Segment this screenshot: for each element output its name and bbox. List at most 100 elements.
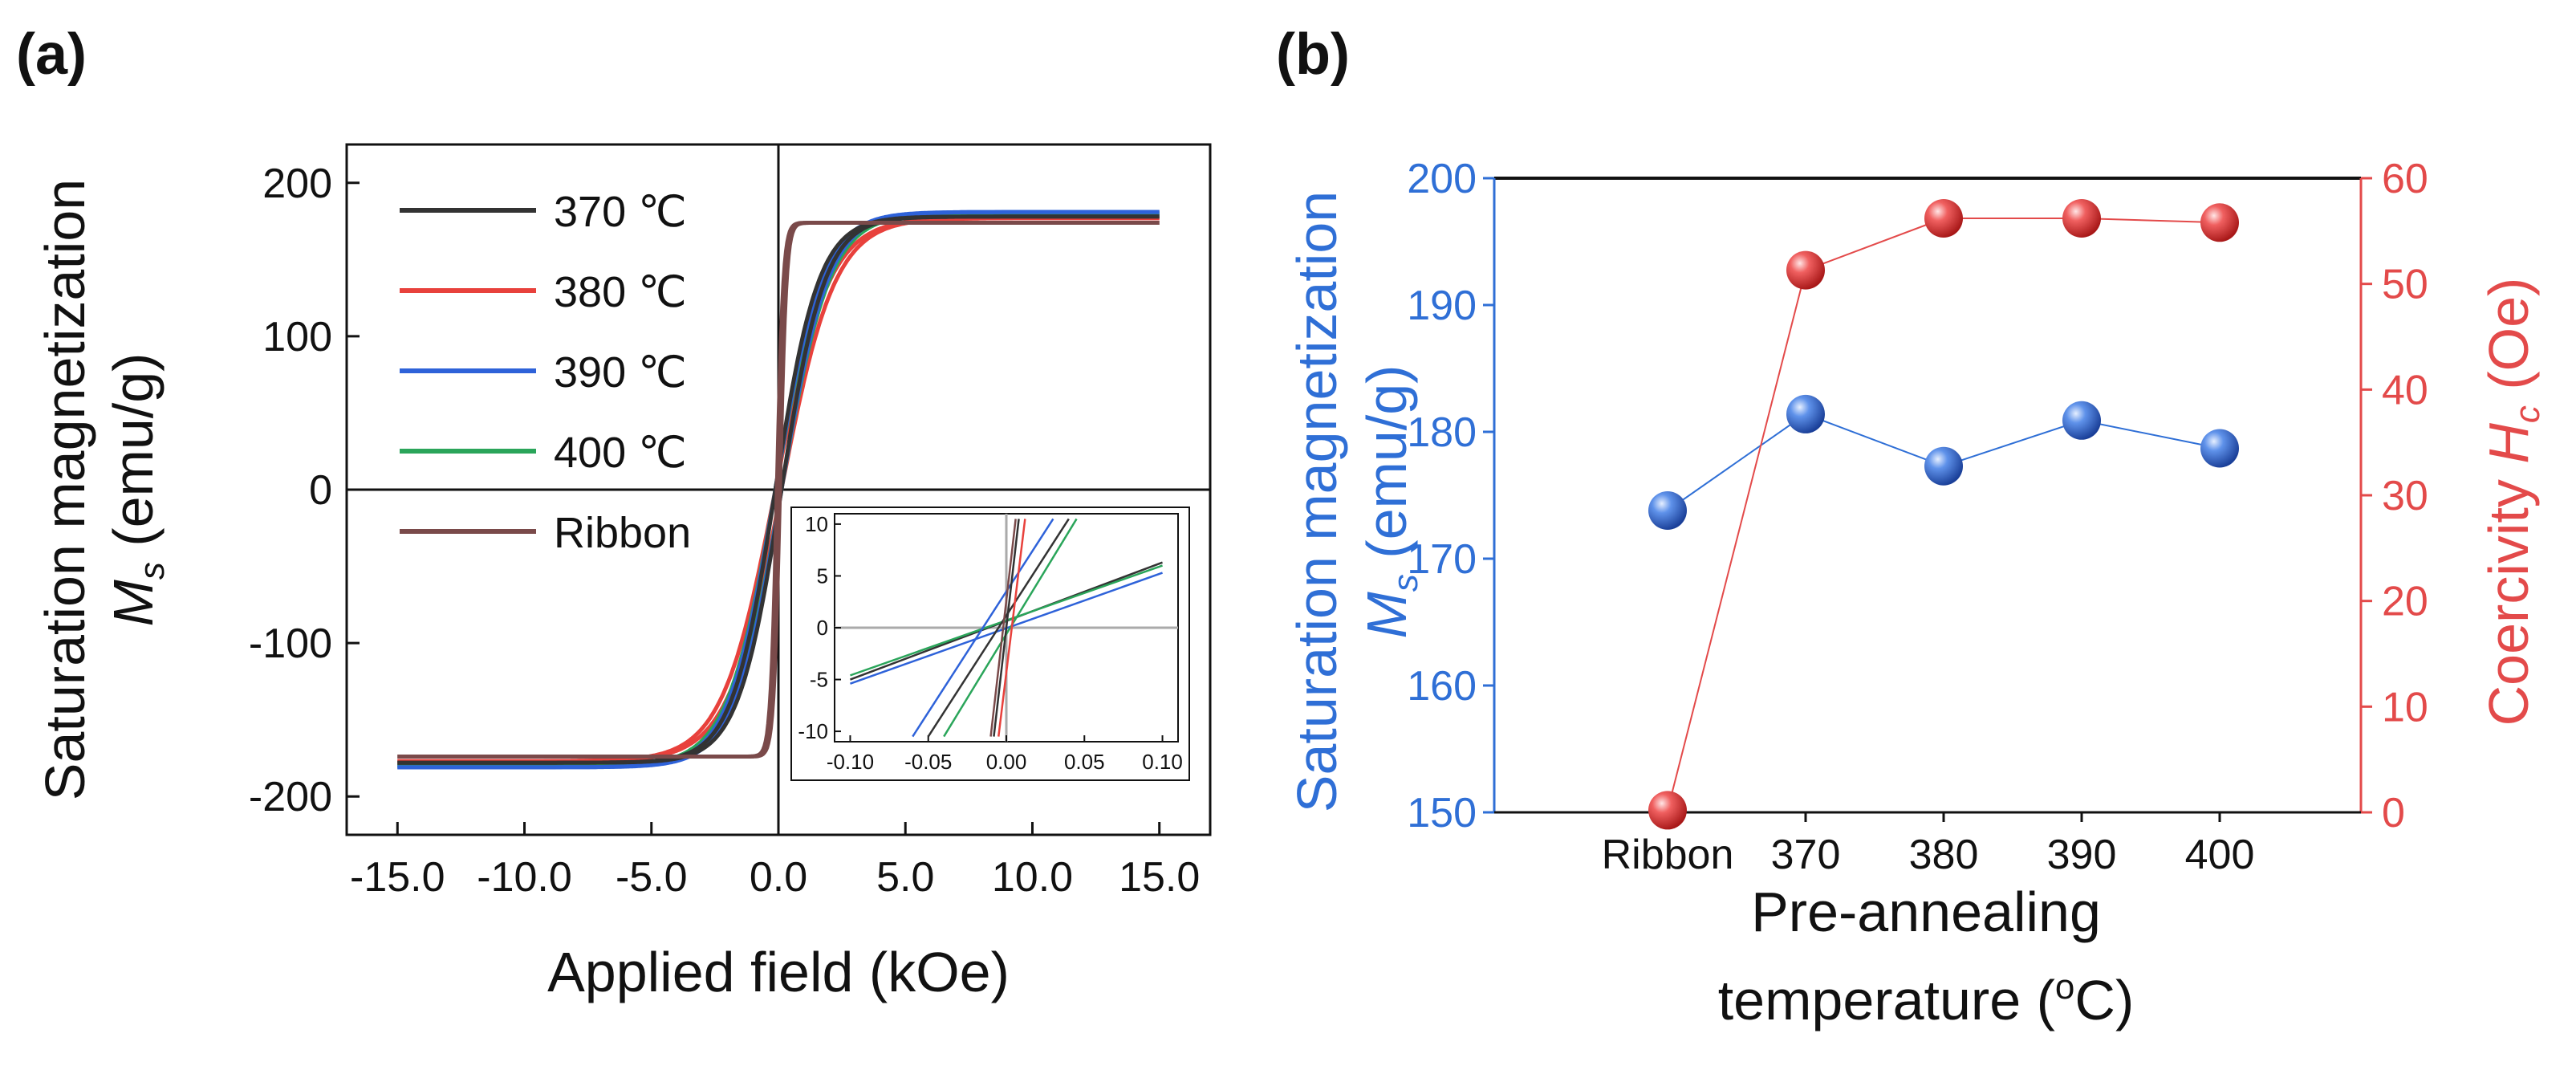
x-tick-label: -10.0 xyxy=(477,854,572,901)
left-tick-label: 170 xyxy=(1407,536,1477,583)
right-tick-label: 10 xyxy=(2382,684,2428,730)
inset-line xyxy=(912,518,1054,738)
ms-point xyxy=(1648,491,1687,530)
inset-x-tick-label: 0.05 xyxy=(1064,750,1105,774)
inset-line xyxy=(997,519,1026,737)
inset-x-tick-label: -0.10 xyxy=(827,750,874,774)
inset-x-tick-label: -0.05 xyxy=(904,750,952,774)
b-left-axis-title-line2: Ms (emu/g) xyxy=(1355,365,1425,639)
b-left-title-units: (emu/g) xyxy=(1355,365,1418,575)
x-tick-label: 380 xyxy=(1909,832,1979,878)
b-right-axis-title: Coercivity Hc (Oe) xyxy=(2477,278,2547,726)
b-series-lines xyxy=(1667,218,2220,811)
x-axis-title-line1: Pre-annealing xyxy=(1751,881,2101,943)
hc-point xyxy=(1786,250,1825,290)
b-series-points xyxy=(1648,199,2239,830)
inset-plot: -0.10 -0.05 0.00 0.05 0.10 -10 -5 0 5 10 xyxy=(790,507,1190,781)
x-tick-label: 390 xyxy=(2047,832,2117,878)
x-tick-label: -5.0 xyxy=(616,854,688,901)
x-tick-label: Ribbon xyxy=(1602,832,1734,878)
hc-point xyxy=(2062,199,2101,238)
y-axis-ticks: -200 -100 0 100 200 xyxy=(249,161,360,820)
b-left-title-m: M xyxy=(1355,591,1418,638)
left-tick-label: 190 xyxy=(1407,283,1477,329)
properties-chart: 150 160 170 180 190 200 0 10 20 30 40 50 60 Ribbon 370… xyxy=(1286,156,2547,1031)
y-axis-title-units: (emu/g) xyxy=(102,353,165,563)
inset-y-tick-label: 10 xyxy=(805,512,828,536)
b-right-title-h: H xyxy=(2477,423,2540,464)
y-axis-title-m: M xyxy=(102,579,165,626)
x-tick-label: 0.0 xyxy=(750,854,807,901)
panel-b-label: (b) xyxy=(1276,22,1350,87)
right-tick-label: 20 xyxy=(2382,579,2428,625)
x-axis-title-sup: o xyxy=(2055,967,2074,1007)
x-tick-label: 370 xyxy=(1771,832,1841,878)
y-axis-title-line2: Ms (emu/g) xyxy=(102,353,172,627)
legend: 370 ℃ 380 ℃ 390 ℃ 400 ℃ Ribbon xyxy=(400,188,691,557)
b-right-title-units: (Oe) xyxy=(2477,278,2540,405)
y-axis-title-sub: s xyxy=(132,562,172,580)
ms-point xyxy=(1786,394,1825,433)
inset-line xyxy=(927,518,1070,738)
x-tick-label: 400 xyxy=(2185,832,2255,878)
legend-label: 400 ℃ xyxy=(554,429,687,477)
inset-y-tick-label: 5 xyxy=(817,564,828,588)
hysteresis-chart: -15.0 -10.0 -5.0 0.0 5.0 10.0 15.0 -200-100010… xyxy=(34,143,1212,1003)
left-tick-label: 160 xyxy=(1407,663,1477,710)
inset-y-tick-label: 0 xyxy=(817,616,828,640)
x-tick-label: 5.0 xyxy=(876,854,934,901)
y-tick-label: -200 xyxy=(249,774,332,820)
ms-point xyxy=(1924,446,1963,486)
y-tick-label: 200 xyxy=(262,161,332,207)
right-tick-label: 40 xyxy=(2382,367,2428,413)
inset-lines xyxy=(850,518,1163,738)
x-axis-ticks: -15.0 -10.0 -5.0 0.0 5.0 10.0 15.0 xyxy=(350,822,1200,901)
legend-label: 380 ℃ xyxy=(554,268,687,316)
x-axis-title-line2: temperature (oC) xyxy=(1718,967,2135,1031)
hc-series-line xyxy=(1667,218,2220,811)
y-tick-label: 0 xyxy=(309,467,332,514)
y-tick-label: 100 xyxy=(262,314,332,360)
legend-label: 390 ℃ xyxy=(554,348,687,397)
inset-x-tick-label: 0.00 xyxy=(986,750,1027,774)
hc-point xyxy=(2200,203,2239,242)
x-tick-label: -15.0 xyxy=(350,854,445,901)
legend-label: 370 ℃ xyxy=(554,188,687,236)
inset-x-tick-label: 0.10 xyxy=(1142,750,1183,774)
y-axis-title-line1: Saturation magnetization xyxy=(34,179,96,800)
x-tick-label: 15.0 xyxy=(1119,854,1200,901)
left-tick-label: 200 xyxy=(1407,156,1477,202)
right-tick-label: 30 xyxy=(2382,473,2428,519)
b-right-title-pre: Coercivity xyxy=(2477,464,2540,726)
ms-point xyxy=(2062,401,2101,440)
hc-point xyxy=(1924,199,1963,238)
hc-point xyxy=(1648,791,1687,830)
y-tick-label: -100 xyxy=(249,620,332,667)
b-axis-ticks: 150 160 170 180 190 200 0 10 20 30 40 50 60 Ribbon 370… xyxy=(1407,156,2428,878)
left-tick-label: 150 xyxy=(1407,790,1477,836)
right-tick-label: 0 xyxy=(2382,790,2405,836)
x-axis-title: Applied field (kOe) xyxy=(547,941,1010,1003)
panel-a-label: (a) xyxy=(16,22,87,87)
b-right-title-sub: c xyxy=(2508,405,2547,423)
x-tick-label: 10.0 xyxy=(992,854,1073,901)
legend-label: Ribbon xyxy=(554,509,691,557)
left-tick-label: 180 xyxy=(1407,409,1477,456)
inset-y-tick-label: -10 xyxy=(798,719,828,743)
x-axis-title-pre: temperature ( xyxy=(1718,969,2055,1031)
inset-y-tick-label: -5 xyxy=(810,668,828,692)
b-left-title-sub: s xyxy=(1386,574,1425,592)
x-axis-title-post: C) xyxy=(2074,969,2134,1031)
curve-ribbon xyxy=(397,221,1160,759)
right-tick-label: 60 xyxy=(2382,156,2428,202)
plot-b-frame xyxy=(1493,177,2362,813)
inset-line xyxy=(943,518,1078,738)
inset-ticks: -0.10 -0.05 0.00 0.05 0.10 -10 -5 0 5 10 xyxy=(798,512,1182,774)
ms-point xyxy=(2200,429,2239,468)
right-tick-label: 50 xyxy=(2382,262,2428,308)
inset-line xyxy=(989,519,1017,737)
b-left-axis-title-line1: Saturation magnetization xyxy=(1286,191,1348,812)
hysteresis-curves xyxy=(397,210,1160,770)
inset-line xyxy=(993,519,1020,737)
